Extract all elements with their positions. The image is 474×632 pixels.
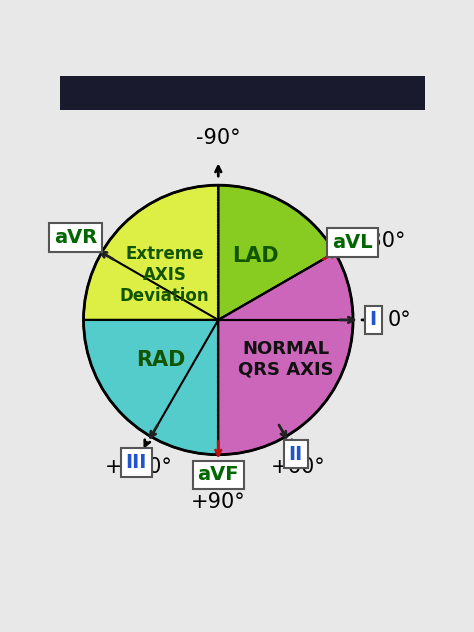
Wedge shape [83,320,219,454]
Text: aVL: aVL [332,233,373,252]
Text: I: I [370,310,377,329]
Text: NORMAL
QRS AXIS: NORMAL QRS AXIS [238,339,334,379]
Text: 0°: 0° [388,310,411,330]
Text: -30°: -30° [361,231,405,252]
Text: Extreme
AXIS
Deviation: Extreme AXIS Deviation [120,245,210,305]
Text: -90°: -90° [196,128,241,149]
Text: II: II [289,445,303,464]
Text: +90°: +90° [191,492,246,512]
Text: RAD: RAD [136,350,186,370]
Text: aVR: aVR [55,228,98,247]
Text: LAD: LAD [232,246,279,265]
Text: aVF: aVF [198,465,239,484]
Text: +120°: +120° [105,458,173,477]
Wedge shape [219,185,335,320]
Text: III: III [126,453,147,472]
Bar [61,76,425,110]
Text: +60°: +60° [271,458,325,477]
Wedge shape [219,253,353,454]
Wedge shape [83,185,219,320]
